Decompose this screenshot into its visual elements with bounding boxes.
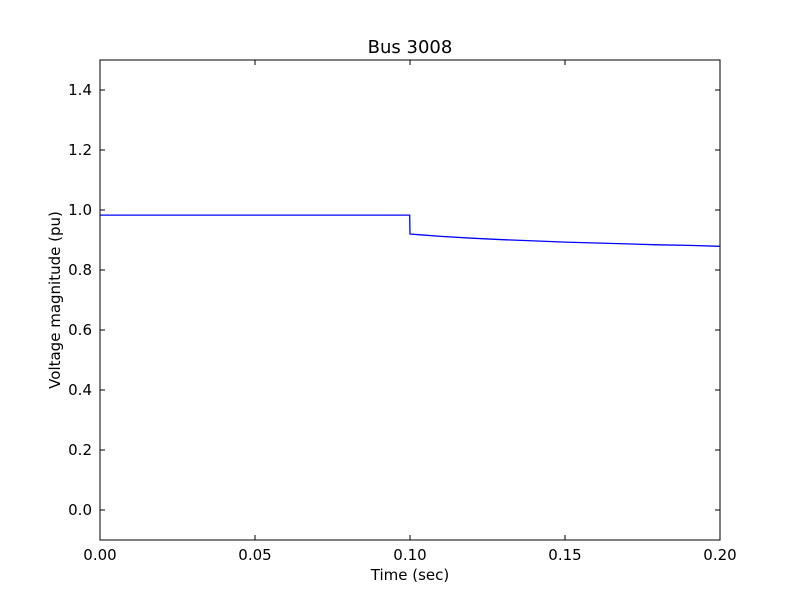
y-tick-label: 1.2 xyxy=(68,141,92,159)
x-tick-label: 0.05 xyxy=(238,546,271,564)
chart-title: Bus 3008 xyxy=(368,37,453,58)
y-axis-label: Voltage magnitude (pu) xyxy=(46,211,64,389)
axis-ticks xyxy=(99,60,721,540)
series-line xyxy=(100,214,721,247)
plot-background xyxy=(100,60,720,540)
y-tick-label: 0.6 xyxy=(68,321,92,339)
x-tick-label: 0.10 xyxy=(393,546,426,564)
series-layer xyxy=(100,214,721,247)
x-axis-label: Time (sec) xyxy=(370,566,449,584)
y-tick-label: 1.0 xyxy=(68,201,92,219)
y-tick-label: 0.8 xyxy=(68,261,92,279)
y-tick-label: 1.4 xyxy=(68,81,92,99)
y-tick-label: 0.2 xyxy=(68,441,92,459)
y-tick-label: 0.4 xyxy=(68,381,92,399)
plot-frame xyxy=(99,59,721,541)
x-tick-label: 0.20 xyxy=(703,546,736,564)
axis-tick-labels: 0.00 0.05 0.10 0.15 0.20 0.0 0.2 0.4 0.6 0.8 1.0 1.… xyxy=(68,81,737,564)
x-tick-label: 0.00 xyxy=(83,546,116,564)
y-tick-label: 0.0 xyxy=(68,501,92,519)
x-tick-label: 0.15 xyxy=(548,546,581,564)
